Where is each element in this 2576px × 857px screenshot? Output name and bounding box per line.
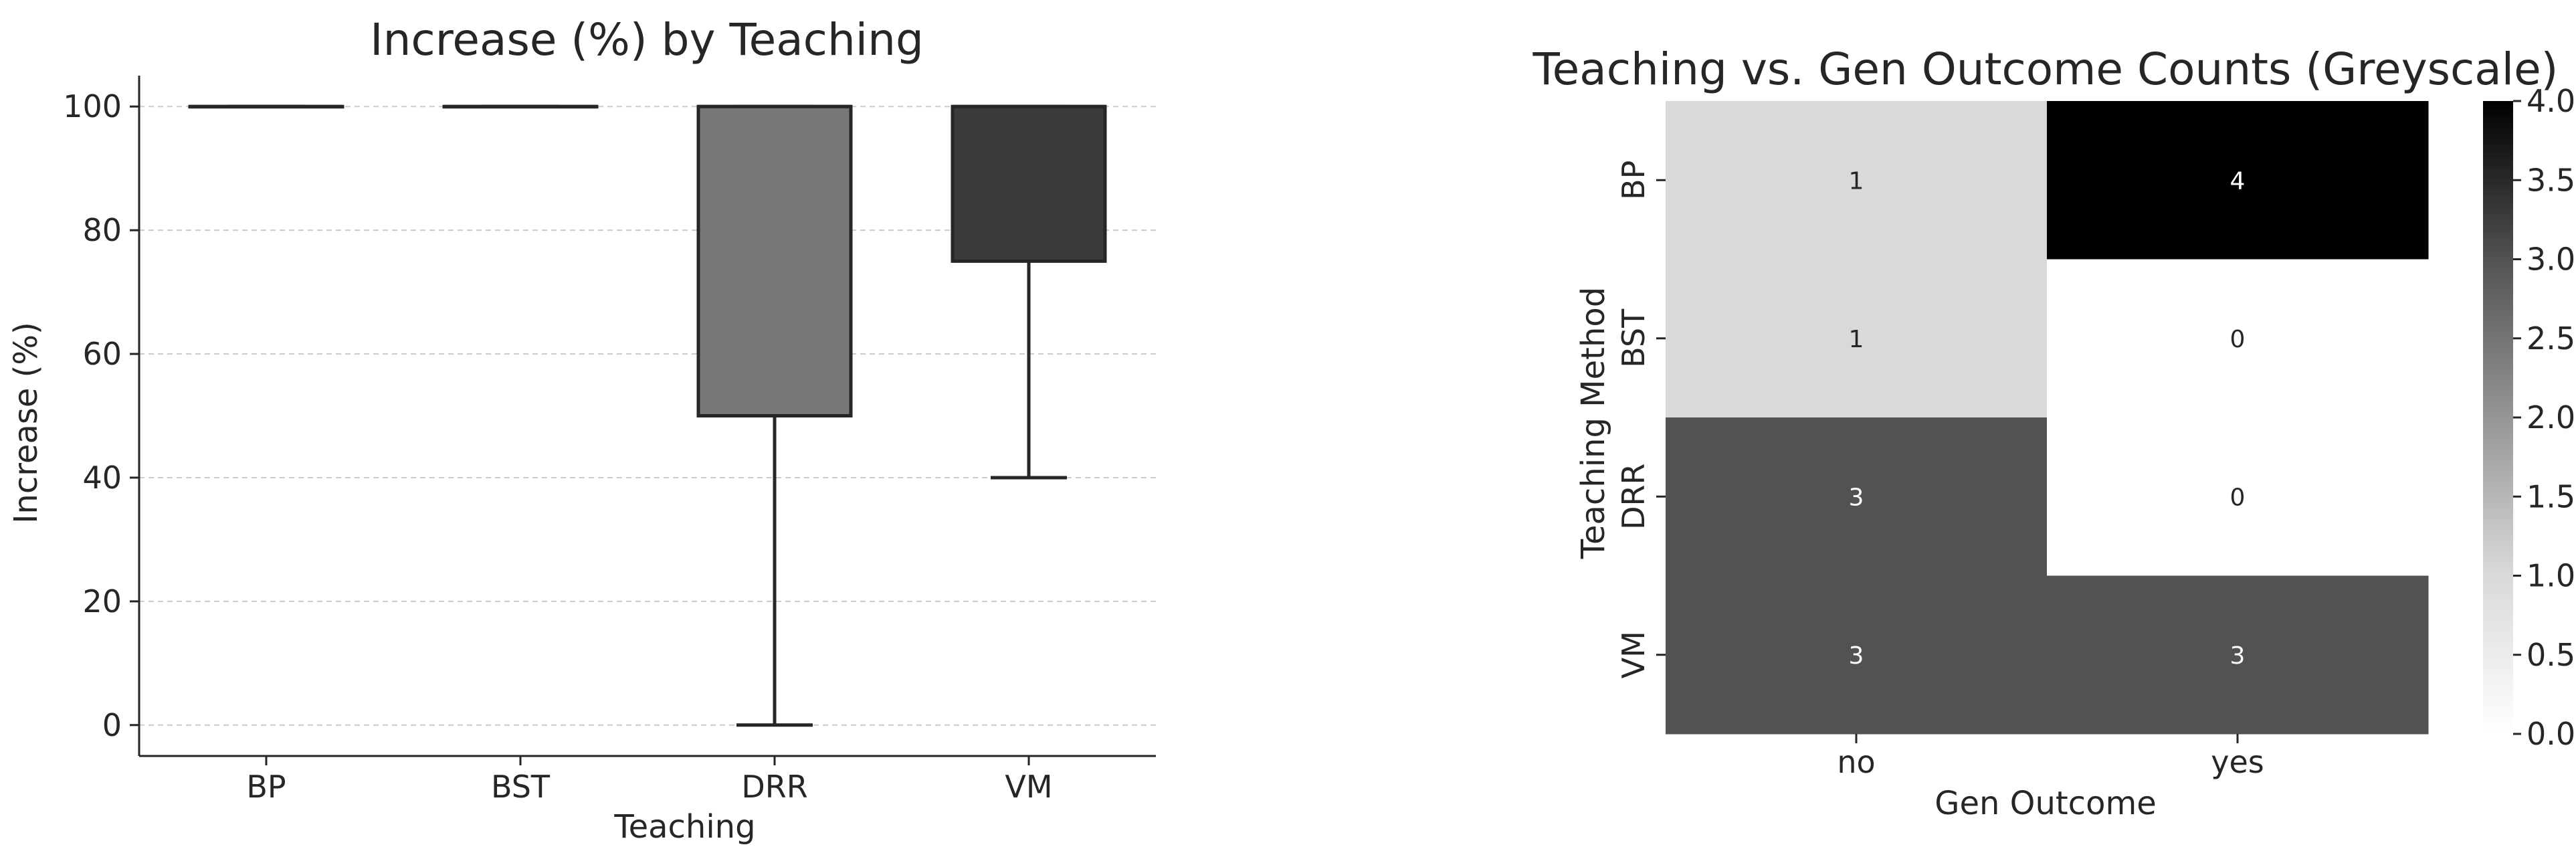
colorbar-tick-label: 2.0 xyxy=(2527,399,2575,436)
box-plot-y-axis-label: Increase (%) xyxy=(7,322,45,523)
colorbar-tick-label: 4.0 xyxy=(2527,83,2575,119)
y-tick-label: VM xyxy=(1615,631,1652,678)
heatmap-cell xyxy=(1666,259,2048,418)
box-plot-panel: Increase (%) by Teaching 0 20 40 60 80 100 BP… xyxy=(7,14,1156,846)
y-tick-label: 60 xyxy=(82,336,122,372)
x-tick-label: VM xyxy=(1005,769,1052,805)
heatmap-cell xyxy=(2047,417,2429,576)
y-tick-label: DRR xyxy=(1615,464,1652,530)
y-tick-label: 20 xyxy=(82,583,122,620)
heatmap-cell xyxy=(2047,575,2429,735)
heatmap-cell-label: 4 xyxy=(2230,167,2246,195)
heatmap-cell-label: 3 xyxy=(1849,642,1864,670)
colorbar-tick-label: 1.5 xyxy=(2527,478,2575,514)
heatmap-cell xyxy=(2047,259,2429,418)
x-tick-label: DRR xyxy=(741,769,807,805)
heatmap-x-ticks: no yes xyxy=(1837,734,2264,780)
y-tick-label: BST xyxy=(1615,308,1652,368)
heatmap-y-ticks: BP BST DRR VM xyxy=(1615,161,1666,678)
y-tick-label: BP xyxy=(1615,161,1652,200)
box-drr xyxy=(696,104,853,727)
x-tick-label: BP xyxy=(246,769,286,805)
colorbar-ticks: 0.0 0.5 1.0 1.5 2.0 2.5 3.0 3.5 4.0 xyxy=(2513,83,2575,752)
heatmap-x-axis-label: Gen Outcome xyxy=(1935,785,2156,822)
box-bst xyxy=(442,104,599,109)
box-bp xyxy=(188,104,344,109)
colorbar xyxy=(2483,101,2513,734)
heatmap-cell xyxy=(1666,575,2048,735)
box-iqr xyxy=(951,104,1107,263)
y-tick-label: 100 xyxy=(63,88,122,124)
colorbar-tick-label: 0.5 xyxy=(2527,637,2575,673)
heatmap-cell-label: 1 xyxy=(1849,326,1864,353)
heatmap-cell-label: 0 xyxy=(2230,484,2246,511)
heatmap-cell xyxy=(2047,101,2429,260)
heatmap-cells: 1 4 1 0 3 0 3 3 xyxy=(1666,101,2429,735)
y-tick-label: 80 xyxy=(82,212,122,248)
box-vm xyxy=(951,104,1107,480)
colorbar-tick-label: 2.5 xyxy=(2527,320,2575,357)
x-tick-label: BST xyxy=(491,769,551,805)
heatmap-y-axis-label: Teaching Method xyxy=(1575,287,1612,559)
box-plot-y-ticks: 0 20 40 60 80 100 xyxy=(63,88,139,743)
y-tick-label: 0 xyxy=(102,707,122,743)
heatmap-cell-label: 1 xyxy=(1849,167,1864,195)
box-plot-marks xyxy=(188,104,1107,727)
box-plot-x-axis-label: Teaching xyxy=(613,808,755,846)
box-iqr xyxy=(696,104,853,418)
x-tick-label: yes xyxy=(2211,744,2264,780)
heatmap-cell-label: 0 xyxy=(2230,326,2246,353)
heatmap-panel: Teaching vs. Gen Outcome Counts (Greysca… xyxy=(1532,43,2576,822)
heatmap-cell-label: 3 xyxy=(2230,642,2246,670)
heatmap-cell xyxy=(1666,101,2048,260)
x-tick-label: no xyxy=(1837,744,1875,780)
colorbar-tick-label: 3.0 xyxy=(2527,242,2575,278)
box-plot-x-ticks: BP BST DRR VM xyxy=(246,756,1053,805)
box-plot-axes xyxy=(138,76,1156,757)
heatmap-cell xyxy=(1666,417,2048,576)
box-plot-title: Increase (%) by Teaching xyxy=(370,14,924,66)
heatmap-cell-label: 3 xyxy=(1849,484,1864,511)
colorbar-tick-label: 0.0 xyxy=(2527,716,2575,752)
colorbar-tick-label: 3.5 xyxy=(2527,162,2575,198)
colorbar-tick-label: 1.0 xyxy=(2527,558,2575,594)
heatmap-title: Teaching vs. Gen Outcome Counts (Greysca… xyxy=(1532,43,2559,95)
y-tick-label: 40 xyxy=(82,460,122,496)
